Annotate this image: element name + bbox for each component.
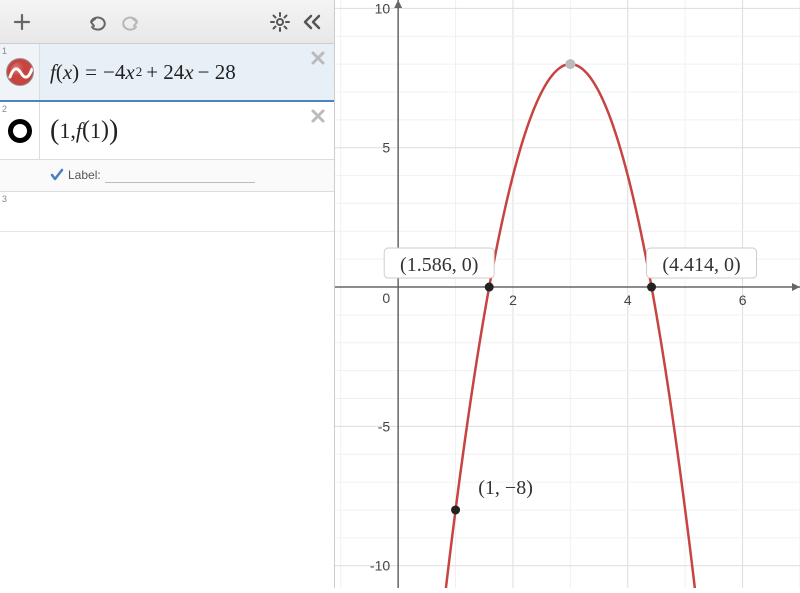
expression-content[interactable]: ( 1, f (1) ) (40, 102, 334, 159)
chevron-double-left-icon (301, 13, 323, 31)
toolbar (0, 0, 334, 44)
gear-icon (270, 12, 290, 32)
point-x: 1 (59, 118, 70, 144)
add-button[interactable] (8, 8, 36, 36)
expression-sidebar: 1 f (x) = −4x2 + 24x − 28 (0, 0, 335, 588)
svg-text:4: 4 (624, 292, 632, 308)
graph-panel[interactable]: 2 4 6 -10 -5 5 10 0 (1.586, 0) (4.414, 0) (1, −8) (335, 0, 800, 588)
svg-text:2: 2 (509, 292, 517, 308)
expression-row[interactable]: 1 f (x) = −4x2 + 24x − 28 (0, 44, 334, 102)
redo-icon (119, 13, 141, 31)
svg-text:5: 5 (382, 140, 390, 156)
svg-text:-10: -10 (370, 558, 390, 574)
wave-icon (6, 58, 34, 86)
collapse-button[interactable] (298, 8, 326, 36)
undo-button[interactable] (84, 8, 112, 36)
expression-content[interactable]: f (x) = −4x2 + 24x − 28 (40, 44, 334, 100)
svg-text:6: 6 (739, 292, 747, 308)
row-index: 3 (2, 194, 7, 204)
redo-button[interactable] (116, 8, 144, 36)
label-row: Label: (0, 160, 334, 192)
fn-var: x (63, 60, 72, 85)
svg-text:10: 10 (375, 0, 391, 16)
coef-a: −4 (103, 60, 125, 85)
expression-row[interactable]: 2 ( 1, f (1) ) (0, 102, 334, 160)
close-icon (310, 50, 326, 66)
label-input[interactable] (105, 166, 255, 183)
svg-text:(1.586, 0): (1.586, 0) (400, 254, 478, 276)
label-checkbox[interactable] (50, 168, 64, 182)
svg-text:(4.414, 0): (4.414, 0) (662, 254, 740, 276)
check-icon (50, 168, 64, 182)
coef-b: + 24 (146, 60, 184, 85)
expression-row-empty[interactable]: 3 (0, 192, 334, 232)
undo-icon (87, 13, 109, 31)
point-arg: 1 (90, 118, 101, 144)
label-caption: Label: (68, 168, 101, 182)
graph-canvas[interactable]: 2 4 6 -10 -5 5 10 0 (1.586, 0) (4.414, 0) (1, −8) (335, 0, 800, 588)
close-icon (310, 108, 326, 124)
svg-text:0: 0 (382, 290, 390, 306)
delete-button[interactable] (308, 108, 328, 128)
expression-list: 1 f (x) = −4x2 + 24x − 28 (0, 44, 334, 588)
svg-text:(1, −8): (1, −8) (478, 477, 533, 499)
plus-icon (13, 13, 31, 31)
row-index: 2 (2, 104, 7, 114)
coef-c: − 28 (198, 60, 236, 85)
svg-text:-5: -5 (378, 418, 391, 434)
row-index: 1 (2, 46, 7, 56)
settings-button[interactable] (266, 8, 294, 36)
point-icon (8, 119, 32, 143)
delete-button[interactable] (308, 50, 328, 70)
